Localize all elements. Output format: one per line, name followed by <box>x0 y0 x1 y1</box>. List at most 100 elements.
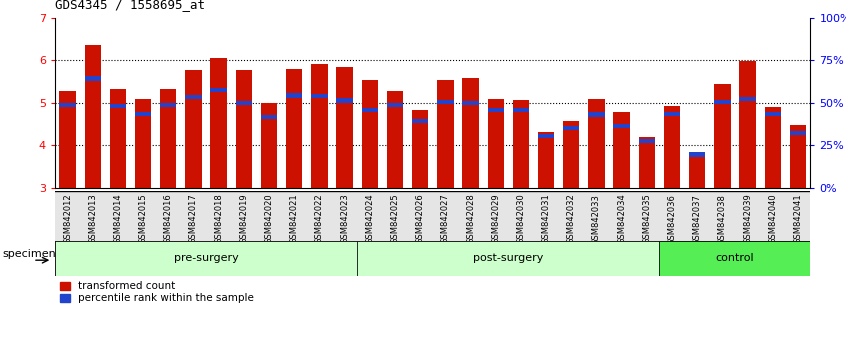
Text: GSM842041: GSM842041 <box>794 194 802 244</box>
Bar <box>236 101 252 105</box>
Bar <box>789 131 806 135</box>
Bar <box>106 191 130 276</box>
Text: GSM842025: GSM842025 <box>391 194 399 244</box>
Bar <box>789 125 806 188</box>
Text: GSM842035: GSM842035 <box>642 194 651 245</box>
Bar <box>710 191 735 276</box>
Text: GSM842039: GSM842039 <box>743 194 752 245</box>
Bar <box>513 100 529 188</box>
Bar <box>311 64 327 188</box>
Text: GSM842034: GSM842034 <box>617 194 626 245</box>
Bar <box>361 108 378 113</box>
Bar <box>584 191 609 276</box>
Bar <box>664 105 680 188</box>
Text: GSM842024: GSM842024 <box>365 194 374 244</box>
Bar <box>387 91 404 188</box>
Text: GSM842015: GSM842015 <box>139 194 148 244</box>
Text: GSM842036: GSM842036 <box>667 194 677 245</box>
Bar <box>286 93 302 98</box>
Bar <box>206 191 231 276</box>
Legend: transformed count, percentile rank within the sample: transformed count, percentile rank withi… <box>60 281 254 303</box>
Bar <box>236 69 252 188</box>
Bar <box>211 58 227 188</box>
Text: GSM842037: GSM842037 <box>693 194 701 245</box>
Text: GSM842038: GSM842038 <box>717 194 727 245</box>
Bar <box>231 191 256 276</box>
Text: GSM842012: GSM842012 <box>63 194 72 244</box>
Bar <box>613 124 629 128</box>
Text: post-surgery: post-surgery <box>473 253 543 263</box>
Bar <box>55 241 357 276</box>
Bar <box>462 79 479 188</box>
Bar <box>286 69 302 188</box>
Bar <box>357 191 382 276</box>
Bar <box>739 62 755 188</box>
Bar <box>387 103 404 107</box>
Bar <box>256 191 282 276</box>
Bar <box>408 191 432 276</box>
Bar <box>634 191 659 276</box>
Bar <box>462 101 479 105</box>
Text: GSM842014: GSM842014 <box>113 194 123 244</box>
Bar <box>659 191 684 276</box>
Bar <box>735 191 760 276</box>
Bar <box>563 126 580 130</box>
Bar <box>508 191 534 276</box>
Bar <box>382 191 408 276</box>
Bar <box>684 191 710 276</box>
Bar <box>135 99 151 188</box>
Bar <box>361 80 378 188</box>
Bar <box>110 88 126 188</box>
Bar <box>458 191 483 276</box>
Bar <box>664 112 680 116</box>
Bar <box>613 112 629 188</box>
Bar <box>487 99 504 188</box>
Bar <box>689 153 706 188</box>
Bar <box>765 107 781 188</box>
Bar <box>588 113 605 117</box>
Text: GSM842016: GSM842016 <box>164 194 173 245</box>
Text: GSM842033: GSM842033 <box>592 194 601 245</box>
Bar <box>437 100 453 104</box>
Text: GSM842018: GSM842018 <box>214 194 223 245</box>
Bar <box>487 108 504 112</box>
Bar <box>765 112 781 116</box>
Text: control: control <box>716 253 755 263</box>
Bar <box>59 91 76 188</box>
Bar <box>160 103 177 107</box>
Bar <box>483 191 508 276</box>
Bar <box>85 45 101 188</box>
Bar <box>307 191 332 276</box>
Text: GSM842030: GSM842030 <box>516 194 525 245</box>
Text: GSM842028: GSM842028 <box>466 194 475 245</box>
Bar <box>135 112 151 116</box>
Bar <box>558 191 584 276</box>
Text: GSM842023: GSM842023 <box>340 194 349 245</box>
Bar <box>412 110 428 188</box>
Bar <box>261 115 277 119</box>
Text: GSM842019: GSM842019 <box>239 194 249 244</box>
Text: GSM842017: GSM842017 <box>189 194 198 245</box>
Bar <box>534 191 558 276</box>
Bar <box>311 94 327 98</box>
Bar <box>282 191 307 276</box>
Bar <box>211 88 227 92</box>
Bar <box>432 191 458 276</box>
Bar <box>714 100 730 104</box>
Text: GSM842029: GSM842029 <box>492 194 500 244</box>
Text: GSM842022: GSM842022 <box>315 194 324 244</box>
Bar <box>337 67 353 188</box>
Bar <box>55 191 80 276</box>
Bar <box>332 191 357 276</box>
Text: GSM842026: GSM842026 <box>415 194 425 245</box>
Text: pre-surgery: pre-surgery <box>173 253 239 263</box>
Bar <box>80 191 106 276</box>
Bar <box>739 97 755 101</box>
Bar <box>563 121 580 188</box>
Text: GSM842021: GSM842021 <box>289 194 299 244</box>
Bar <box>357 241 659 276</box>
Bar <box>181 191 206 276</box>
Text: GDS4345 / 1558695_at: GDS4345 / 1558695_at <box>55 0 205 11</box>
Text: GSM842032: GSM842032 <box>567 194 576 245</box>
Bar <box>538 134 554 138</box>
